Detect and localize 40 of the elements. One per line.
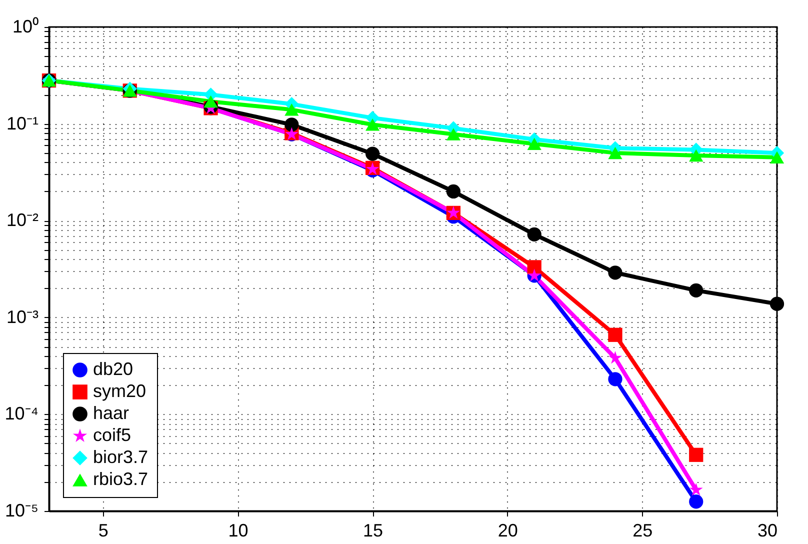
point bbox=[689, 494, 704, 509]
x-tick-label: 30 bbox=[757, 520, 778, 540]
point bbox=[365, 146, 380, 161]
y-tick-label: 10⁻³ bbox=[6, 306, 39, 327]
x-tick-label: 20 bbox=[498, 520, 518, 540]
point bbox=[608, 266, 622, 280]
legend-label: db20 bbox=[93, 359, 134, 379]
point bbox=[365, 118, 380, 131]
point bbox=[284, 104, 299, 116]
point bbox=[527, 227, 542, 242]
x-tick-label: 5 bbox=[98, 520, 108, 540]
legend-label: haar bbox=[93, 403, 130, 423]
y-tick-label: 10⁻¹ bbox=[6, 113, 39, 134]
point bbox=[446, 128, 461, 140]
point bbox=[527, 260, 542, 274]
point bbox=[284, 118, 299, 132]
legend-label: rbio3.7 bbox=[93, 469, 148, 489]
point bbox=[608, 146, 622, 160]
point bbox=[689, 283, 704, 298]
point bbox=[608, 328, 622, 342]
y-tick-label: 10⁻⁴ bbox=[4, 404, 38, 424]
point bbox=[770, 151, 784, 164]
legend-label: sym20 bbox=[93, 381, 146, 401]
point bbox=[527, 138, 542, 150]
point bbox=[608, 351, 622, 364]
point bbox=[689, 448, 704, 462]
x-tick-label: 10 bbox=[228, 520, 248, 540]
point bbox=[608, 372, 622, 386]
point bbox=[689, 149, 704, 162]
point bbox=[204, 95, 218, 108]
x-tick-label: 25 bbox=[632, 520, 653, 540]
point bbox=[446, 184, 461, 199]
x-tick-label: 15 bbox=[363, 520, 384, 540]
point bbox=[689, 482, 703, 496]
point bbox=[770, 296, 784, 311]
y-tick-label: 10⁰ bbox=[12, 16, 38, 36]
y-tick-label: 10⁻⁵ bbox=[5, 500, 38, 520]
y-tick-label: 10⁻² bbox=[6, 210, 39, 230]
legend-label: bior3.7 bbox=[93, 447, 148, 467]
legend-label: coif5 bbox=[93, 425, 132, 445]
